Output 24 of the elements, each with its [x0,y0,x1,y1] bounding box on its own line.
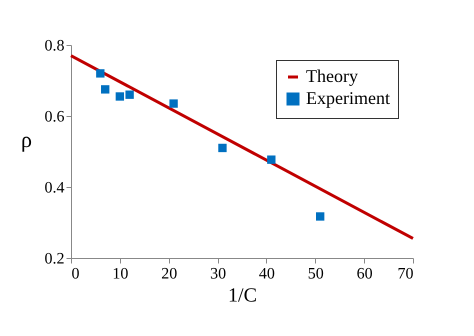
point [267,155,276,164]
x-tick-label: 0 [72,266,80,282]
x-tick-label: 70 [398,266,414,282]
point [116,92,124,101]
y-axis-title: ρ [21,127,32,152]
point [125,90,134,99]
x-tick-label: 40 [258,266,275,282]
legend-label: Experiment [306,88,390,108]
point [218,144,227,152]
y-tick-label: 0.8 [44,38,64,54]
x-tick-label: 30 [210,266,226,282]
legend-label: Theory [306,66,358,86]
x-tick-label: 10 [112,266,128,282]
x-tick-label: 20 [161,266,178,282]
y-tick-label: 0.2 [44,250,64,268]
point [169,99,178,108]
point [101,85,110,94]
x-tick-label: 60 [356,266,373,282]
y-tick-label: 0.6 [44,108,64,126]
y-tick-label: 0.4 [44,180,64,196]
x-axis-title: 1/C [228,284,257,306]
x-tick-label: 50 [308,266,324,282]
point [96,69,104,78]
point [316,212,324,221]
